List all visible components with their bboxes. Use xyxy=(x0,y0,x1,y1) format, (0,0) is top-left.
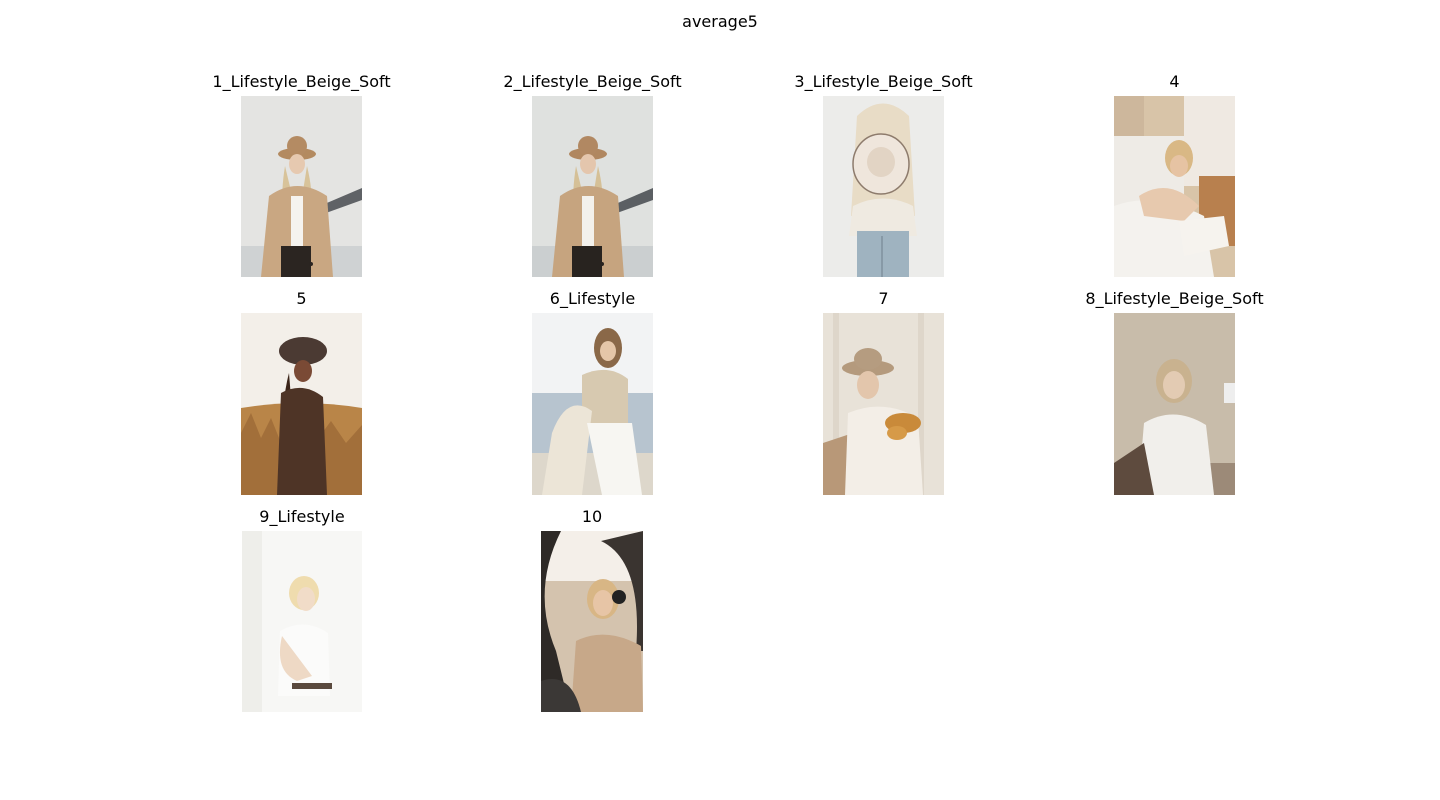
image-panel-8: 8_Lifestyle_Beige_Soft xyxy=(1085,289,1264,495)
image-title-9: 9_Lifestyle xyxy=(259,507,345,526)
photo-9 xyxy=(242,531,362,712)
image-title-8: 8_Lifestyle_Beige_Soft xyxy=(1085,289,1264,308)
image-panel-7: 7 xyxy=(823,289,944,495)
image-panel-10: 10 xyxy=(541,507,643,712)
image-title-1: 1_Lifestyle_Beige_Soft xyxy=(212,72,391,91)
photo-3 xyxy=(823,96,944,277)
photo-7 xyxy=(823,313,944,495)
figure-title: average5 xyxy=(682,12,758,31)
image-panel-9: 9_Lifestyle xyxy=(242,507,362,712)
image-panel-5: 5 xyxy=(241,289,362,495)
image-panel-4: 4 xyxy=(1114,72,1235,277)
photo-6 xyxy=(532,313,653,495)
photo-10 xyxy=(541,531,643,712)
image-title-2: 2_Lifestyle_Beige_Soft xyxy=(503,72,682,91)
image-title-10: 10 xyxy=(581,507,603,526)
image-title-6: 6_Lifestyle xyxy=(549,289,636,308)
image-panel-1: 1_Lifestyle_Beige_Soft xyxy=(212,72,391,277)
image-panel-3: 3_Lifestyle_Beige_Soft xyxy=(794,72,973,277)
photo-4 xyxy=(1114,96,1235,277)
photo-5 xyxy=(241,313,362,495)
image-title-3: 3_Lifestyle_Beige_Soft xyxy=(794,72,973,91)
photo-1 xyxy=(241,96,362,277)
image-title-5: 5 xyxy=(296,289,307,308)
image-panel-2: 2_Lifestyle_Beige_Soft xyxy=(503,72,682,277)
image-title-7: 7 xyxy=(878,289,889,308)
photo-8 xyxy=(1114,313,1235,495)
photo-2 xyxy=(532,96,653,277)
image-title-4: 4 xyxy=(1169,72,1180,91)
image-panel-6: 6_Lifestyle xyxy=(532,289,653,495)
